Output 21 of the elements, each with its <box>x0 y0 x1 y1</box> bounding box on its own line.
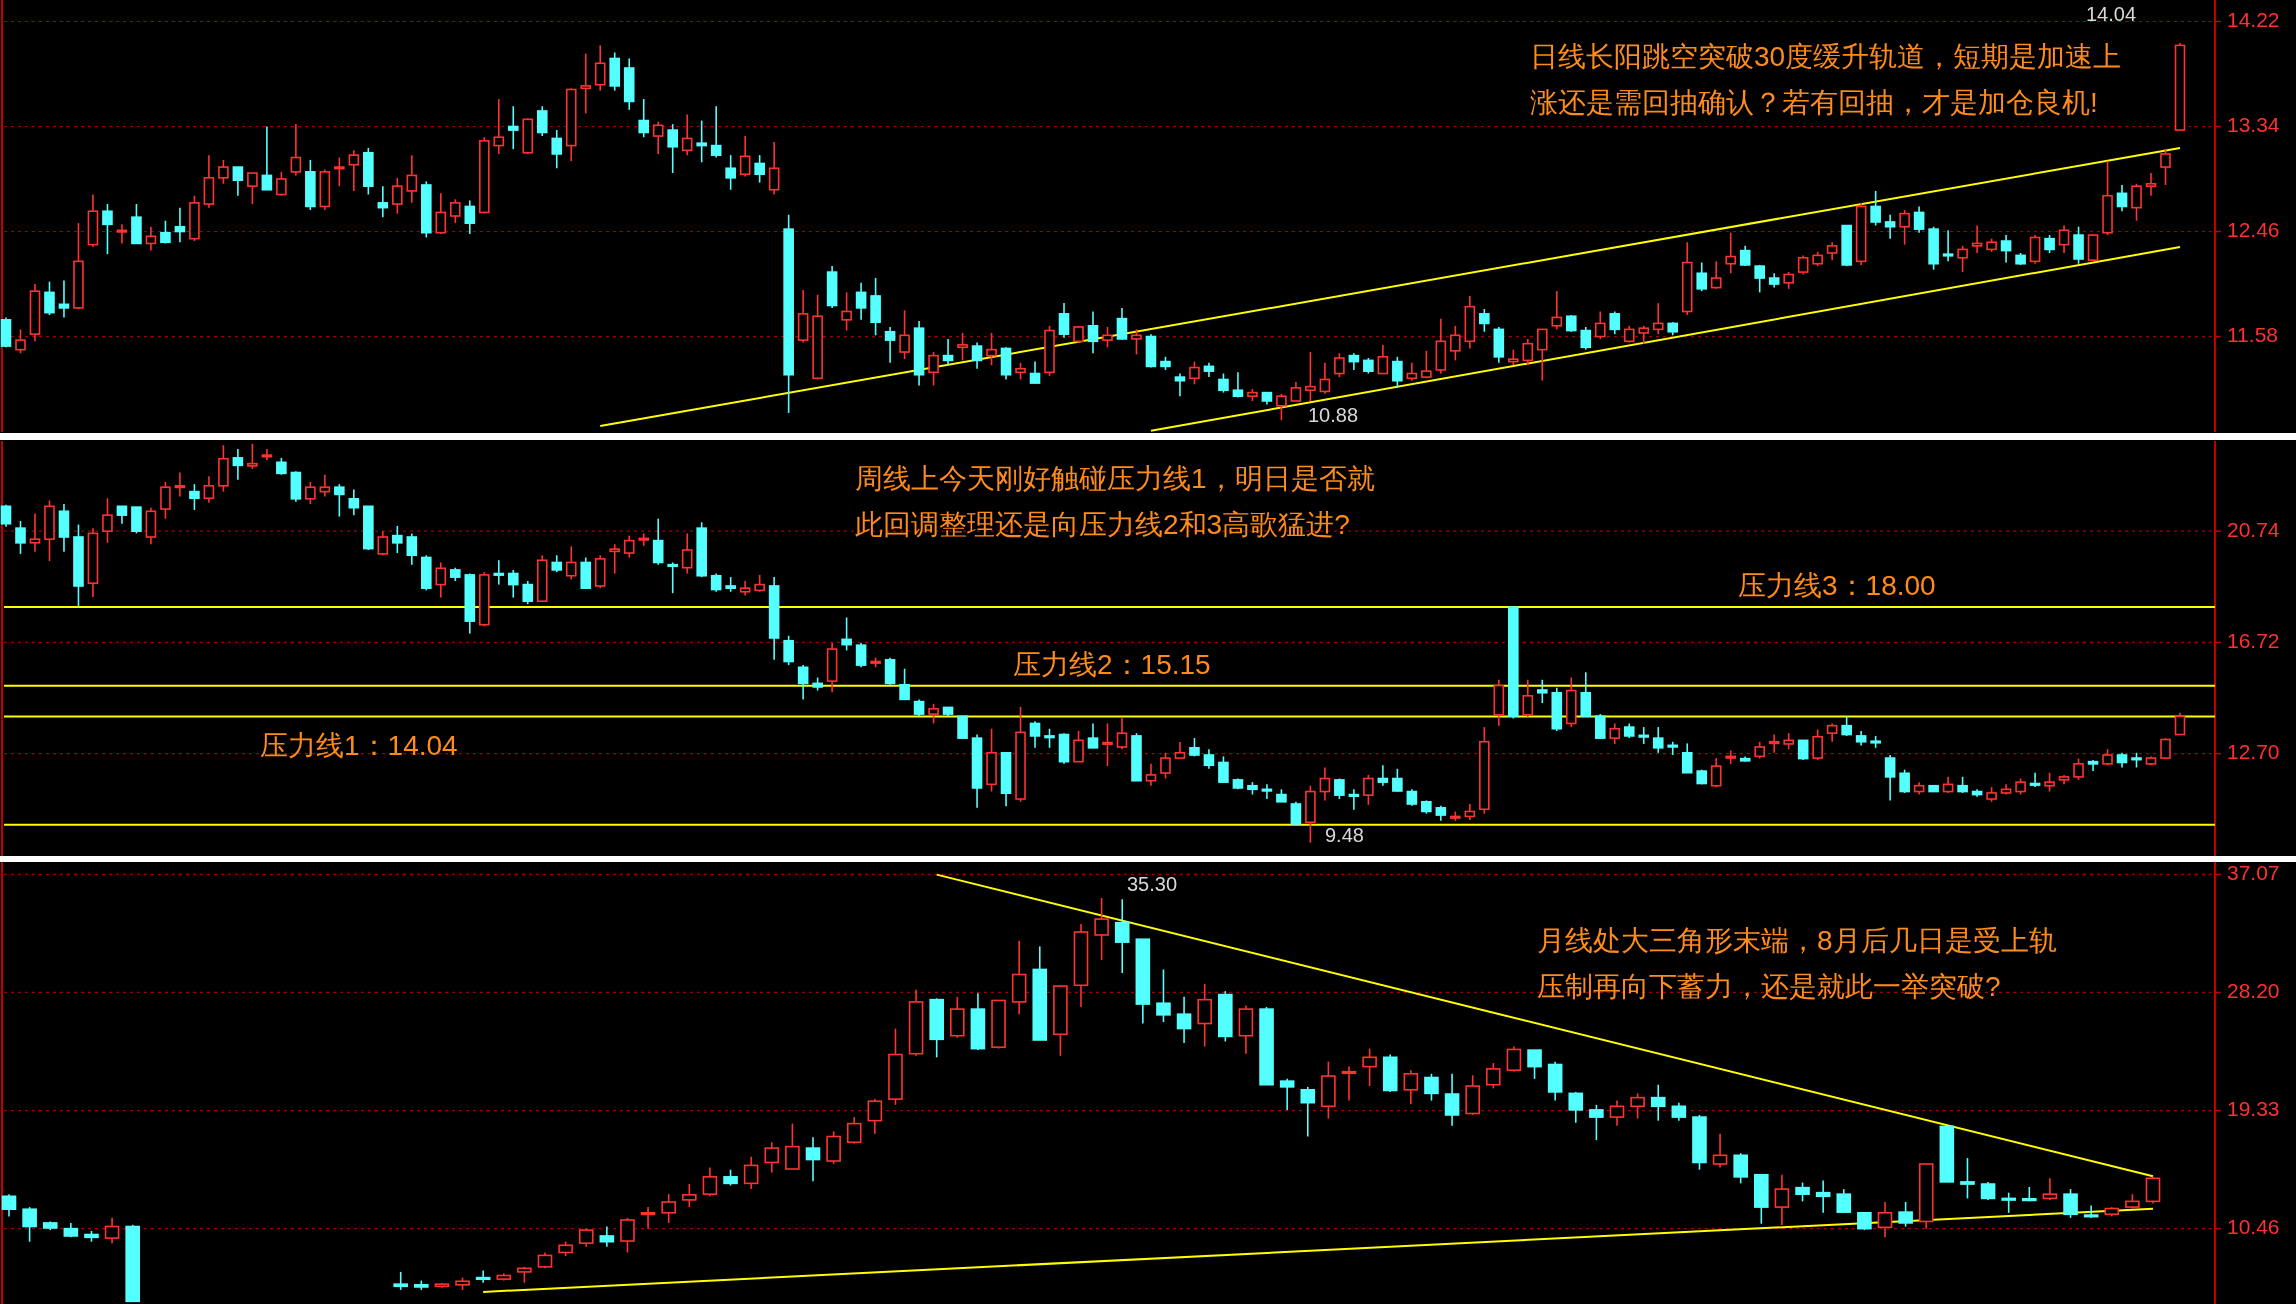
y-tick-label: 37.07 <box>2227 860 2280 884</box>
y-tick-label: 28.20 <box>2227 979 2280 1003</box>
y-tick-label: 14.22 <box>2227 8 2280 32</box>
annotation: 日线长阳跳空突破30度缓升轨道，短期是加速上涨还是需回抽确认？若有回抽，才是加仓良机! <box>1530 41 2122 118</box>
annotation: 14.04 <box>2086 3 2137 26</box>
annotation: 35.30 <box>1127 873 1178 896</box>
y-tick-label: 12.70 <box>2227 740 2280 764</box>
annotation: 9.48 <box>1325 824 1364 847</box>
y-tick-label: 10.46 <box>2227 1215 2280 1239</box>
y-tick-label: 11.58 <box>2227 323 2278 347</box>
y-tick-label: 20.74 <box>2227 517 2280 541</box>
y-tick-label: 16.72 <box>2227 628 2280 652</box>
ref-line-label: 压力线3：18.00 <box>1738 570 1936 601</box>
annotation: 10.88 <box>1308 404 1359 427</box>
ref-line-label: 压力线2：15.15 <box>1013 648 1211 680</box>
y-tick-label: 19.33 <box>2227 1097 2280 1121</box>
annotation: 月线处大三角形末端，8月后几日是受上轨压制再向下蓄力，还是就此一举突破? <box>1537 925 2057 1002</box>
y-tick-label: 12.46 <box>2227 218 2280 242</box>
ref-line-label: 压力线1：14.04 <box>260 729 458 761</box>
annotation: 周线上今天刚好触碰压力线1，明日是否就此回调整理还是向压力线2和3高歌猛进? <box>855 463 1375 540</box>
y-tick-label: 13.34 <box>2227 113 2280 137</box>
